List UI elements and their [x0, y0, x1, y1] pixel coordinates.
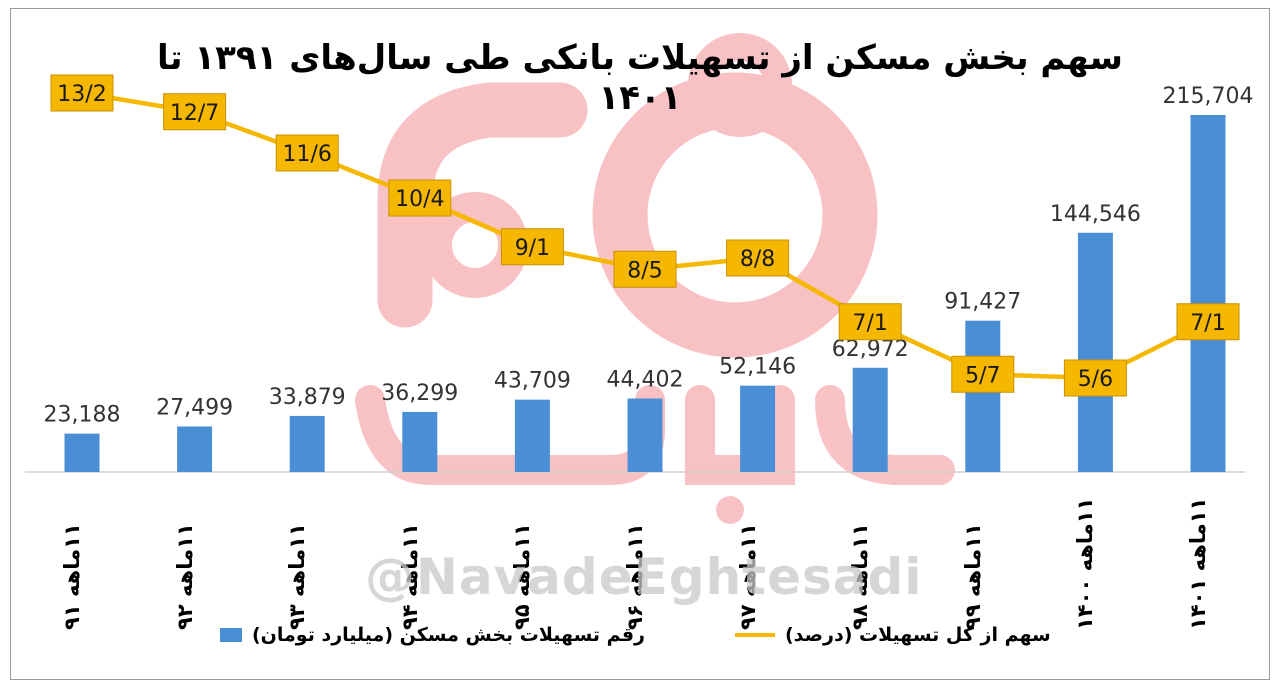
x-tick-label: ۱۱ماهه ۹۱ [60, 523, 84, 630]
legend: سهم از کل تسهیلات (درصد) رقم تسهیلات بخش… [0, 624, 1280, 654]
bar [289, 415, 325, 472]
line-point-label: 7/1 [1176, 303, 1240, 341]
line-label-box [838, 303, 902, 341]
line-value-label: 9/1 [515, 236, 550, 261]
chart-title: سهم بخش مسکن از تسهیلات بانکی طی سال‌های… [157, 38, 1123, 118]
bar [64, 433, 100, 472]
bar-value-label: 62,972 [832, 337, 909, 362]
chart-frame [10, 8, 1270, 680]
line-point-label: 8/5 [613, 250, 677, 288]
bar [627, 398, 663, 472]
x-tick-label: ۱۱ماهه ۱۴۰۰ [1073, 497, 1098, 630]
bar-value-label: 43,709 [494, 369, 571, 394]
line-point-label: 8/8 [726, 239, 790, 277]
bar [402, 411, 438, 472]
line-value-label: 12/7 [170, 101, 219, 126]
line-label-box [1176, 303, 1240, 341]
line-value-label: 10/4 [395, 187, 444, 212]
bar-value-label: 27,499 [156, 395, 233, 420]
line-label-box [275, 134, 339, 172]
line-data-labels: 13/2 12/7 11/6 10/4 9/1 8/5 8/8 7/1 5/7 5/6 7/1 [50, 74, 1240, 397]
bar-value-label: 33,879 [269, 385, 346, 410]
legend-item-line: سهم از کل تسهیلات (درصد) [735, 624, 1051, 646]
legend-label-line: سهم از کل تسهیلات (درصد) [785, 624, 1051, 646]
line-point-label: 11/6 [275, 134, 339, 172]
x-tick-label: ۱۱ماهه ۹۹ [960, 523, 985, 630]
line-label-box [951, 355, 1015, 393]
watermark-handle: @NavadeEghtesadi [365, 548, 923, 606]
line-value-label: 5/6 [1078, 367, 1113, 392]
bar-value-label: 144,546 [1050, 202, 1141, 227]
line-point-label: 5/6 [1063, 359, 1127, 397]
bar-series [64, 115, 1226, 472]
line-value-label: 13/2 [57, 82, 106, 107]
line-label-box [500, 228, 564, 266]
bar-data-labels: 23,188 27,499 33,879 36,299 43,709 44,402 52,1… [44, 84, 1254, 428]
line-value-label: 11/6 [282, 142, 331, 167]
line-point-label: 13/2 [50, 74, 114, 112]
line-label-box [163, 93, 227, 131]
bar [1190, 115, 1226, 472]
bar [852, 367, 888, 472]
line-label-box [726, 239, 790, 277]
line-point-label: 9/1 [500, 228, 564, 266]
bar [965, 320, 1001, 472]
line-point-label: 5/7 [951, 355, 1015, 393]
bar-value-label: 36,299 [381, 381, 458, 406]
bar-value-label: 215,704 [1163, 84, 1254, 109]
line-label-box [388, 179, 452, 217]
bar [740, 385, 776, 472]
line-label-box [50, 74, 114, 112]
line-value-label: 7/1 [852, 311, 887, 336]
bar-value-label: 91,427 [944, 290, 1021, 315]
legend-swatch-line [735, 633, 775, 637]
legend-item-bar: رقم تسهیلات بخش مسکن (میلیارد تومان) [220, 624, 645, 646]
line-point-label: 12/7 [163, 93, 227, 131]
line-point-label: 10/4 [388, 179, 452, 217]
x-tick-label: ۱۱ماهه ۹۳ [285, 523, 310, 630]
bar-value-label: 44,402 [607, 368, 684, 393]
x-tick-label: ۱۱ماهه ۱۴۰۱ [1186, 497, 1210, 630]
bar [514, 399, 550, 472]
line-value-label: 8/8 [740, 247, 775, 272]
line-label-box [1063, 359, 1127, 397]
line-value-label: 8/5 [627, 258, 662, 283]
line-value-label: 5/7 [965, 363, 1000, 388]
line-label-box [613, 250, 677, 288]
x-tick-label: ۱۱ماهه ۹۲ [172, 523, 197, 630]
bar-value-label: 52,146 [719, 355, 796, 380]
bar [177, 426, 213, 472]
bar-value-label: 23,188 [44, 403, 121, 428]
legend-swatch-bar [220, 628, 242, 642]
line-point-label: 7/1 [838, 303, 902, 341]
legend-label-bar: رقم تسهیلات بخش مسکن (میلیارد تومان) [252, 624, 645, 646]
line-value-label: 7/1 [1190, 311, 1225, 336]
bar [1077, 232, 1113, 472]
